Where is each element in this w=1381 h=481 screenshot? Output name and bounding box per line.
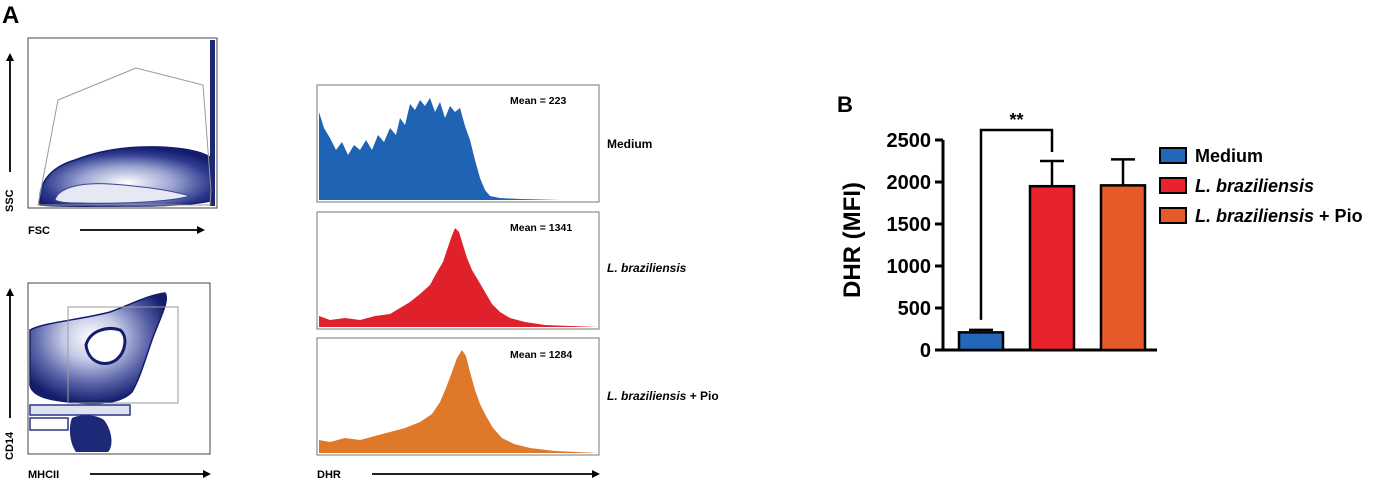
y-tick-label: 2500 (887, 130, 932, 152)
histogram-lbpio-fill (319, 350, 598, 453)
scatter2-y-label: CD14 (4, 431, 16, 460)
significance-stars: ** (1009, 110, 1023, 130)
histogram-medium-fill (319, 98, 560, 200)
scatter2-inner-ring (84, 327, 127, 365)
scatter1-edge-stripe (210, 40, 215, 206)
scatter1-gate (37, 67, 212, 206)
bar (1099, 184, 1147, 352)
y-tick-label: 500 (898, 298, 931, 320)
scatter2-lower-cluster (69, 415, 112, 452)
scatter-plot-fsc-ssc: SSC FSC (4, 37, 218, 237)
histogram-medium-mean: Mean = 223 (510, 95, 566, 107)
histogram-lb-mean: Mean = 1341 (510, 222, 572, 234)
scatter1-x-label: FSC (28, 225, 50, 237)
scatter1-y-label: SSC (4, 189, 16, 212)
bar-chart-ticks: 0 500 1000 1500 2000 2500 (887, 130, 943, 362)
bar-chart-legend: Medium L. braziliensis L. braziliensis + P… (1159, 146, 1363, 226)
scatter2-gate (67, 306, 179, 404)
y-tick-label: 0 (920, 340, 931, 362)
legend-swatch (1159, 207, 1187, 224)
histogram-lbpio-mean: Mean = 1284 (510, 349, 572, 361)
legend-entry: L. braziliensis (1195, 176, 1314, 196)
bar (1028, 184, 1076, 352)
bar-chart-error-bars (969, 158, 1135, 333)
y-tick-label: 2000 (887, 172, 932, 194)
legend-swatch (1159, 147, 1187, 164)
significance-bracket-line (979, 128, 1054, 320)
legend-swatch (1159, 177, 1187, 194)
histogram-lb-label: L. braziliensis (607, 261, 687, 275)
histogram-l-braziliensis-pio: Mean = 1284 L. braziliensis + Pio (316, 337, 719, 456)
histogram-medium: Mean = 223 Medium (316, 84, 652, 203)
significance-bracket: ** (979, 110, 1054, 320)
legend-entry: L. braziliensis + Pio (1195, 206, 1363, 226)
y-tick-label: 1000 (887, 256, 932, 278)
scatter2-x-label: MHCII (28, 469, 59, 481)
bar (957, 331, 1005, 352)
scatter2-lower-left-box (29, 417, 69, 431)
y-tick-label: 1500 (887, 214, 932, 236)
histogram-x-label: DHR (317, 469, 341, 481)
scatter1-dense-core (54, 183, 192, 204)
histogram-lb-fill (319, 228, 598, 327)
histogram-lbpio-label: L. braziliensis + Pio (607, 389, 719, 403)
panel-b-letter: B (837, 92, 853, 117)
bar-chart: DHR (MFI) 0 500 1000 1500 2000 2500 ** Medium… (839, 110, 1363, 362)
scatter-plot-mhcii-cd14: CD14 MHCII (4, 282, 211, 481)
panel-a-letter: A (2, 2, 19, 29)
histogram-l-braziliensis: Mean = 1341 L. braziliensis (316, 211, 687, 330)
legend-entry: Medium (1195, 146, 1263, 166)
histogram-medium-label: Medium (607, 137, 652, 151)
bar-chart-bars (957, 184, 1147, 352)
scatter2-horizontal-band (29, 404, 131, 416)
bar-chart-y-label: DHR (MFI) (839, 182, 866, 298)
